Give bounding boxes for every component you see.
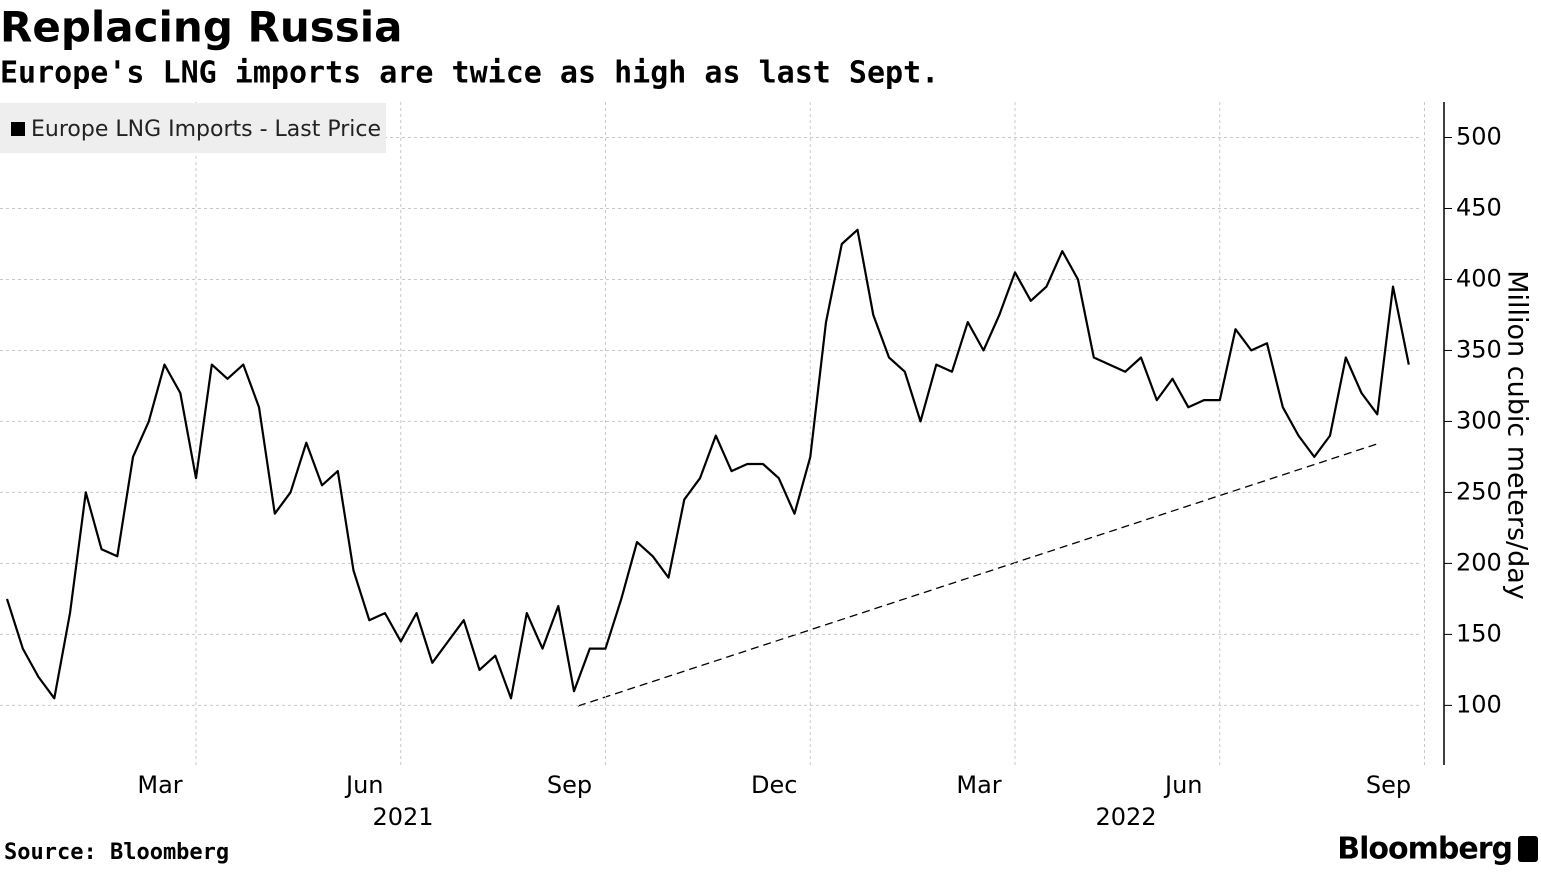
y-axis-title: Million cubic meters/day — [1502, 270, 1533, 600]
x-tick-label: Dec — [751, 771, 797, 799]
legend-swatch — [11, 122, 25, 136]
legend-label: Europe LNG Imports - Last Price — [31, 117, 381, 142]
x-year-label: 2022 — [1095, 803, 1156, 831]
y-tick-label: 100 — [1456, 690, 1502, 718]
trend-line — [577, 442, 1381, 707]
y-tick-label: 500 — [1456, 122, 1502, 150]
y-tick-label: 150 — [1456, 619, 1502, 647]
y-tick-label: 250 — [1456, 477, 1502, 505]
y-tick-label: 300 — [1456, 406, 1502, 434]
x-tick-label: Mar — [137, 771, 182, 799]
y-tick-label: 450 — [1456, 193, 1502, 221]
y-tick-label: 400 — [1456, 264, 1502, 292]
x-tick-label: Mar — [956, 771, 1001, 799]
y-tick-label: 200 — [1456, 548, 1502, 576]
brand: Bloomberg — [1337, 832, 1512, 867]
x-tick-label: Sep — [1366, 771, 1411, 799]
chart-subtitle: Europe's LNG imports are twice as high a… — [0, 56, 939, 91]
x-tick-label: Jun — [1163, 771, 1203, 799]
x-tick-label: Sep — [547, 771, 592, 799]
data-line — [5, 228, 1410, 700]
x-tick-label: Jun — [344, 771, 384, 799]
brand-icon — [1518, 836, 1538, 862]
chart-title: Replacing Russia — [0, 3, 403, 52]
x-year-label: 2021 — [372, 803, 433, 831]
y-tick-label: 350 — [1456, 335, 1502, 363]
source: Source: Bloomberg — [4, 840, 229, 865]
legend-box — [0, 103, 386, 153]
